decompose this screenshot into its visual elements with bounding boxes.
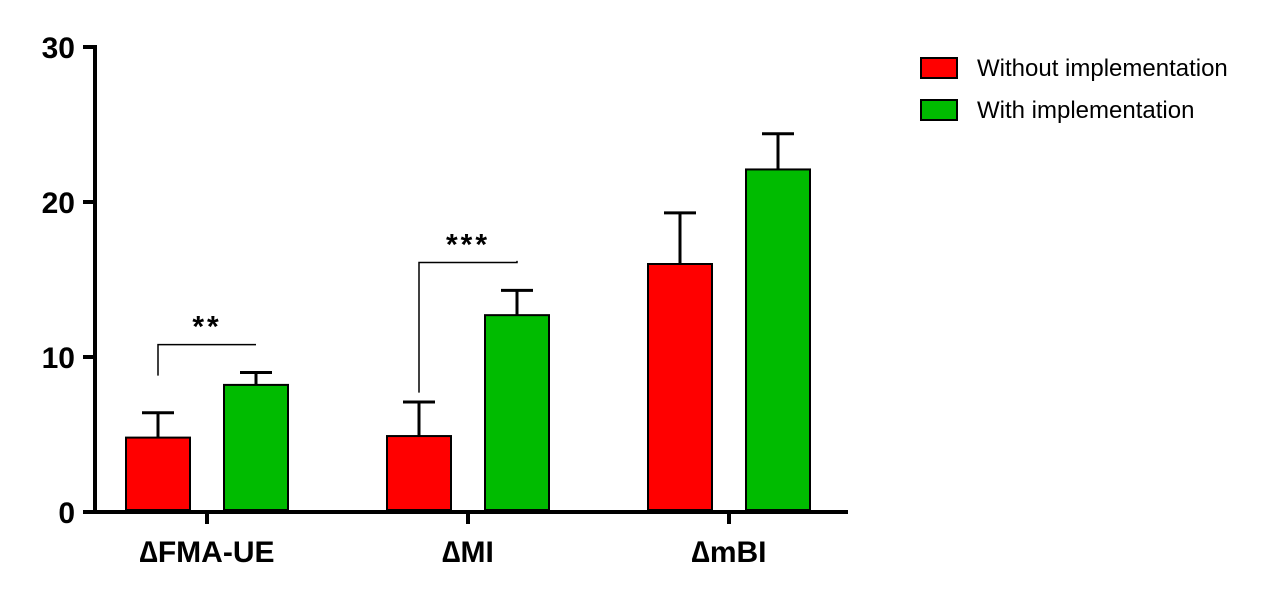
y-tick-label: 30 [42, 32, 75, 65]
y-tick-label: 10 [42, 342, 75, 375]
legend-label: With implementation [977, 97, 1195, 124]
significance-bracket [157, 343, 256, 376]
bar-without-implementation-1 [386, 435, 452, 511]
bar-without-implementation-2 [647, 263, 713, 511]
significance-label: *** [446, 228, 490, 261]
x-tick-label: ∆FMA-UE [140, 536, 275, 569]
legend-swatch-green [920, 99, 958, 121]
y-tick-label: 20 [42, 187, 75, 220]
bar-with-implementation-1 [484, 314, 550, 511]
legend-label: Without implementation [977, 55, 1228, 82]
legend-swatch-red [920, 57, 958, 79]
bar-with-implementation-2 [745, 168, 811, 511]
x-tick-label: ∆MI [442, 536, 494, 569]
significance-bracket [418, 260, 518, 393]
y-tick-label: 0 [58, 497, 75, 530]
significance-label: ** [192, 311, 221, 344]
x-tick-label: ∆mBI [691, 536, 766, 569]
bar-without-implementation-0 [125, 436, 191, 512]
bar-with-implementation-0 [223, 383, 289, 511]
